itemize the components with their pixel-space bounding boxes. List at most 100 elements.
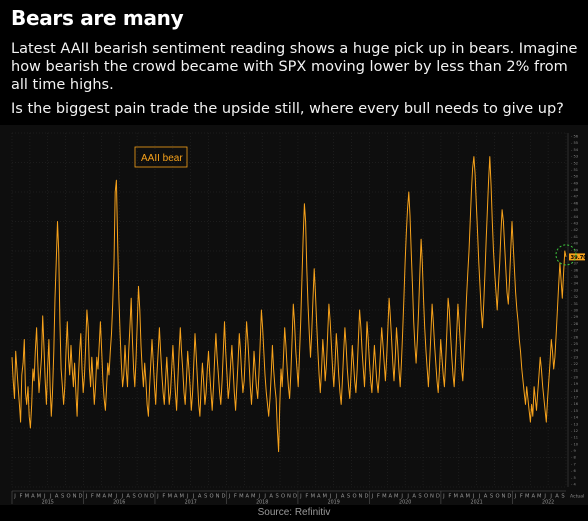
month-tick-label: S [204, 494, 207, 500]
month-tick-label: J [478, 494, 481, 500]
right-axis-tick-label: - 28 [571, 322, 579, 326]
month-tick-label: M [465, 494, 469, 500]
month-tick-label: A [484, 494, 488, 500]
month-tick-label: N [502, 494, 506, 500]
month-tick-label: M [394, 494, 398, 500]
month-tick-label: J [257, 494, 260, 500]
question-paragraph: Is the biggest pain trade the upside sti… [11, 101, 564, 117]
month-tick-label: A [460, 494, 464, 500]
month-tick-label: O [352, 494, 356, 500]
right-axis-tick-label: - 21 [571, 369, 578, 373]
right-axis-tick-label: - 29 [571, 315, 579, 319]
right-axis-tick-label: - 49 [571, 181, 579, 185]
right-axis-tick-label: - 47 [571, 195, 578, 199]
right-axis-tick-label: - 41 [571, 235, 578, 239]
month-tick-label: S [132, 494, 135, 500]
year-tick-label: 2016 [113, 500, 125, 506]
annotation-group [555, 244, 577, 266]
month-tick-label: M [454, 494, 458, 500]
right-axis-tick-label: - 40 [571, 242, 579, 246]
month-tick-label: M [25, 494, 29, 500]
month-tick-label: F [19, 494, 22, 500]
right-axis-tick-label: - 37 [571, 262, 578, 266]
month-tick-label: O [210, 494, 214, 500]
right-axis-tick-label: - 48 [571, 188, 579, 192]
right-axis-tick-label: - 8 [571, 456, 576, 460]
month-tick-label: J [543, 494, 546, 500]
month-tick-label: N [359, 494, 363, 500]
page-title: Bears are many [11, 6, 184, 30]
right-axis-tick-label: - 22 [571, 362, 578, 366]
right-axis-tick-label: - 6 [571, 469, 576, 473]
month-tick-label: J [186, 494, 189, 500]
month-tick-label: M [382, 494, 386, 500]
right-axis-tick-label: - 56 [571, 135, 579, 139]
right-axis-tick-label: - 33 [571, 288, 578, 292]
month-tick-label: A [246, 494, 250, 500]
month-tick-label: M [96, 494, 100, 500]
source-note: Source: Refinitiv [257, 507, 331, 518]
right-axis-tick-label: - 45 [571, 208, 578, 212]
right-axis-tick-label: - 27 [571, 329, 578, 333]
month-tick-label: A [531, 494, 535, 500]
highlight-circle [555, 244, 577, 266]
series-line-aaii-bear [11, 156, 567, 453]
chart-svg: - 56 - 55 - 54 - 53 - 52 - 51 - 50 - 49 - 48 - 47… [11, 132, 588, 506]
month-tick-label: O [424, 494, 428, 500]
month-tick-label: J [299, 494, 302, 500]
last-value-box [569, 253, 585, 261]
last-value-label: 39.70 [571, 255, 588, 261]
right-axis-tick-label: - 44 [571, 215, 579, 219]
right-axis-tick-label: - 7 [571, 462, 576, 466]
month-tick-label: J [400, 494, 403, 500]
month-tick-label: J [228, 494, 231, 500]
month-tick-label: D [293, 494, 297, 500]
month-tick-label: N [287, 494, 291, 500]
month-tick-label: A [317, 494, 321, 500]
month-tick-label: M [108, 494, 112, 500]
month-tick-label: J [329, 494, 332, 500]
right-axis-tick-label: - 26 [571, 335, 579, 339]
month-tick-label: J [192, 494, 195, 500]
month-tick-label: M [322, 494, 326, 500]
month-tick-label: O [67, 494, 71, 500]
month-tick-label: J [406, 494, 409, 500]
month-tick-label: A [198, 494, 202, 500]
series-group [11, 156, 567, 453]
month-tick-label: J [156, 494, 159, 500]
right-axis-tick-label: - 43 [571, 222, 578, 226]
description-paragraph: Latest AAII bearish sentiment reading sh… [11, 41, 578, 93]
right-axis-tick-label: - 52 [571, 161, 578, 165]
month-tick-label: F [305, 494, 308, 500]
month-tick-label: S [61, 494, 64, 500]
month-tick-label: J [85, 494, 88, 500]
month-tick-label: N [430, 494, 434, 500]
month-tick-label: J [263, 494, 266, 500]
right-axis-tick-label: - 50 [571, 175, 579, 179]
right-axis-tick-label: - 13 [571, 422, 578, 426]
month-tick-label: A [341, 494, 345, 500]
month-tick-label: S [490, 494, 493, 500]
right-axis-tick-label: - 9 [571, 449, 576, 453]
month-tick-label: J [442, 494, 445, 500]
month-tick-label: F [162, 494, 165, 500]
right-axis-tick-label: - 12 [571, 429, 578, 433]
month-tick-label: M [168, 494, 172, 500]
right-axis-tick-label: - 31 [571, 302, 578, 306]
month-tick-label: J [120, 494, 123, 500]
right-axis-tick-label: - 20 [571, 375, 579, 379]
right-axis-tick-label: - 54 [571, 148, 579, 152]
month-tick-label: O [138, 494, 142, 500]
month-tick-label: A [412, 494, 416, 500]
month-tick-label: D [150, 494, 154, 500]
month-tick-label: M [537, 494, 541, 500]
right-axis-tick-label: - 11 [571, 436, 578, 440]
right-axis-tick-label: - 55 [571, 141, 578, 145]
month-tick-label: N [216, 494, 220, 500]
legend-label-aaii-bear: AAII bear [141, 153, 183, 164]
right-axis-tick-label: - 14 [571, 416, 579, 420]
month-tick-label: A [126, 494, 130, 500]
month-tick-label: A [103, 494, 107, 500]
month-tick-label: F [448, 494, 451, 500]
right-axis-tick-label: - 46 [571, 201, 579, 205]
